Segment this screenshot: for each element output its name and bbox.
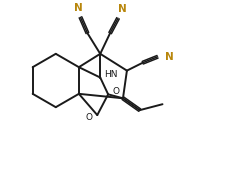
- Text: HN: HN: [104, 70, 118, 79]
- Text: N: N: [74, 3, 83, 13]
- Text: O: O: [85, 112, 92, 122]
- Text: N: N: [165, 52, 174, 62]
- Text: O: O: [112, 87, 119, 96]
- Text: N: N: [118, 4, 126, 14]
